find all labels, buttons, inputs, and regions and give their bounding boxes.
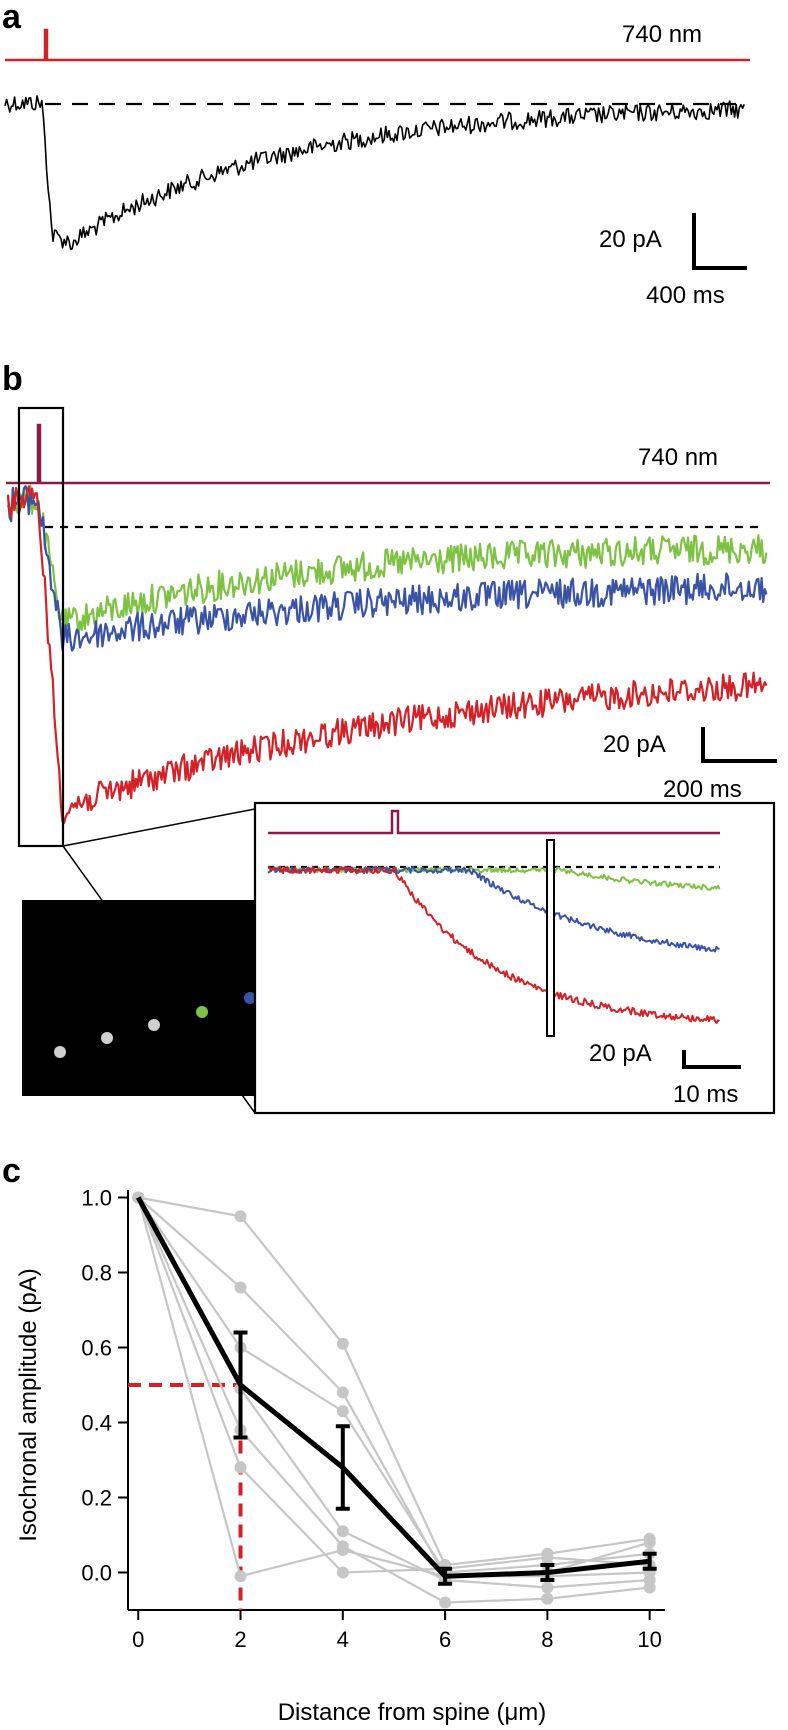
uncaging-spot-green [196,1006,208,1018]
panel-c-letter: c [2,1152,21,1190]
panel-b-stim-label: 740 nm [638,444,718,471]
panel-b-trace-blue [6,485,768,652]
individual-point [541,1592,554,1605]
individual-series-line [137,1197,650,1604]
individual-point [336,1566,349,1579]
x-tick-label: 2 [234,1627,246,1652]
y-tick-label: 0.4 [81,1411,112,1436]
x-tick-label: 8 [541,1627,553,1652]
panel-a: a 740 nm 20 pA 400 ms [2,0,750,309]
x-tick-label: 10 [637,1627,661,1652]
panel-b-stim-line [6,423,770,485]
uncaging-spot-gray [148,1019,160,1031]
y-axis-label: Isochronal amplitude (pA) [15,1268,42,1541]
y-tick-label: 0.8 [81,1261,112,1286]
panel-b-isochronal-window [546,839,555,1037]
individual-series-line [137,1197,650,1578]
panel-a-current-trace [4,95,745,250]
x-tick-label: 0 [132,1627,144,1652]
x-tick-label: 6 [439,1627,451,1652]
panel-b-inset: 20 pA 10 ms [253,801,776,1115]
y-tick-label: 0.0 [81,1561,112,1586]
individual-series-line [137,1196,650,1578]
panel-b-inset-scale-bar [682,1050,741,1069]
individual-point [234,1570,247,1583]
panel-b-inset-scale-y-label: 20 pA [589,1040,652,1067]
individual-point [336,1337,349,1350]
panel-b-scale-y-label: 20 pA [603,731,666,758]
individual-point [439,1596,452,1609]
panel-a-stim-label: 740 nm [622,21,702,48]
panel-b-letter: b [2,360,23,398]
individual-point [541,1581,554,1594]
panel-b-zoom-connector-top [62,808,256,847]
individual-point [234,1281,247,1294]
mean-line [136,1196,650,1579]
individual-point [643,1536,656,1549]
half-max-guide [128,1383,243,1610]
panel-b-trace-green [6,484,768,636]
uncaging-spot-gray [101,1032,113,1044]
panel-c: c 0.0 0.2 0.4 0.6 0.8 1.0 0 2 4 6 8 10 Isochronal a… [2,1152,665,1726]
individual-point [336,1544,349,1556]
individual-series-line [137,1197,650,1574]
individual-point [234,1210,247,1223]
panel-b-zoom-box [17,406,65,848]
uncaging-spot-gray [54,1046,66,1058]
panel-a-scale-x-label: 400 ms [646,282,725,309]
panel-b-inset-stim-line [268,809,720,835]
individual-series-line [137,1196,650,1589]
panel-b: b 740 nm 20 pA 200 ms [2,360,777,1115]
panel-b-trace-red [6,485,768,825]
y-tick-label: 0.2 [81,1486,112,1511]
individual-point [336,1405,349,1418]
y-tick-label: 0.6 [81,1336,112,1361]
panel-a-stim-line [5,28,750,62]
individual-point [541,1551,554,1564]
x-tick-label: 4 [337,1627,349,1652]
individual-series-line [137,1196,650,1574]
panel-c-chart: 0.0 0.2 0.4 0.6 0.8 1.0 0 2 4 6 8 10 [81,1186,665,1652]
individual-point [643,1581,656,1594]
panel-a-scale-y-label: 20 pA [599,226,662,253]
panel-b-inset-scale-x-label: 10 ms [673,1081,738,1108]
individual-point [336,1525,349,1538]
individual-series-line [138,1196,650,1567]
panel-a-scale-bar [692,213,747,270]
panel-b-scale-bar [701,727,777,763]
x-axis-label: Distance from spine (μm) [278,1699,547,1726]
uncaging-spot-blue [244,992,256,1004]
panel-a-letter: a [2,0,22,36]
individual-point [234,1461,247,1474]
panel-b-inset-frame [253,801,776,1115]
panel-b-inset-trace-red [267,865,720,1025]
individual-point [336,1386,349,1399]
panel-b-scale-x-label: 200 ms [663,776,742,803]
y-tick-label: 1.0 [81,1186,112,1211]
